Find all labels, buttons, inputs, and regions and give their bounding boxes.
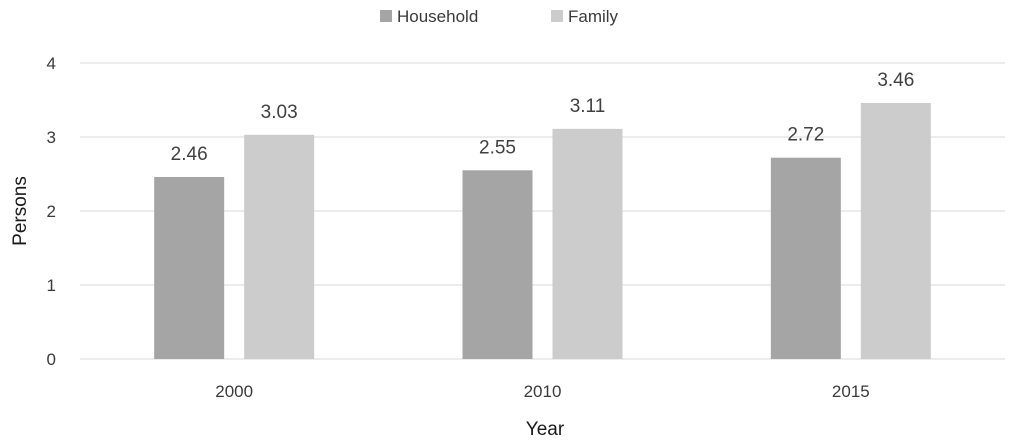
legend-label-family: Family [568,7,619,26]
x-axis-title: Year [526,419,565,440]
data-label-household-2010: 2.55 [479,137,516,158]
legend-swatch-family [551,10,563,22]
x-tick-label: 2000 [215,382,253,401]
legend: Household Family [380,7,619,26]
data-labels: 2.46 3.03 2.55 3.11 2.72 3.46 [171,70,915,165]
y-tick-label: 1 [47,276,56,295]
y-axis-ticks: 0 1 2 3 4 [47,54,56,369]
bar-household-2000 [154,176,225,359]
bar-household-2015 [770,157,841,359]
legend-label-household: Household [397,7,478,26]
data-label-household-2015: 2.72 [787,125,824,146]
y-tick-label: 2 [47,202,56,221]
data-label-family-2000: 3.03 [261,102,298,123]
bar-household-2010 [462,170,533,359]
bar-family-2000 [244,134,315,359]
data-label-family-2015: 3.46 [877,70,914,91]
y-tick-label: 3 [47,128,56,147]
y-tick-label: 4 [47,54,56,73]
x-tick-label: 2010 [524,382,562,401]
bar-family-2015 [860,102,931,360]
data-label-household-2000: 2.46 [171,144,208,165]
x-tick-label: 2015 [832,382,870,401]
x-axis-ticks: 2000 2010 2015 [215,382,869,401]
bars [154,102,931,360]
y-axis-title: Persons [10,176,31,246]
bar-family-2010 [552,128,623,359]
y-tick-label: 0 [47,350,56,369]
gridlines [80,62,1005,360]
data-label-family-2010: 3.11 [570,96,606,117]
legend-swatch-household [380,10,392,22]
